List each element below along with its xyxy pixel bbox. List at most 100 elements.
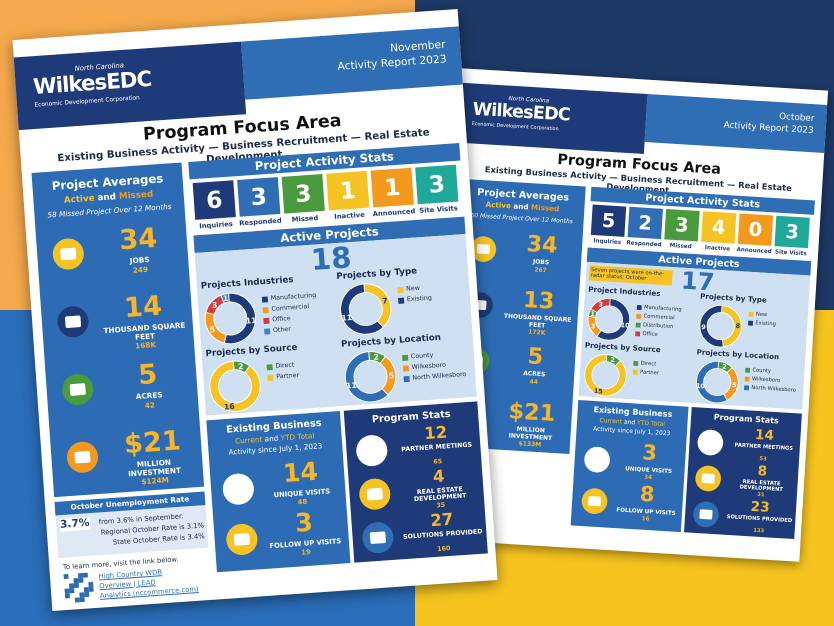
segment-label: 2	[722, 363, 727, 371]
icon	[359, 478, 391, 510]
stat-label: Missed	[669, 242, 692, 250]
stat-tile: 1	[326, 170, 370, 211]
donut-segment	[584, 354, 627, 397]
icon-detail	[703, 437, 717, 448]
stat-tile: 3	[664, 209, 700, 242]
legend-swatch	[261, 296, 269, 303]
icon	[356, 435, 388, 467]
donut-segment	[696, 360, 728, 404]
average-value: $21	[507, 397, 557, 427]
november-report: North Carolina WilkesEDC Economic Developm…	[12, 8, 498, 612]
segment-label: 15	[594, 387, 603, 396]
existing-value: 3	[641, 440, 658, 466]
icon	[66, 441, 99, 473]
donut-chart: 2 16	[209, 360, 261, 412]
legend-swatch	[744, 385, 750, 391]
and-word: and	[513, 202, 529, 212]
average-value: 13	[522, 286, 556, 315]
icon	[695, 465, 721, 492]
existing-value: 14	[281, 457, 319, 489]
stat-tile: 6	[192, 180, 236, 220]
segment-label: 9	[701, 323, 706, 331]
legend-swatch	[748, 311, 754, 317]
legend-swatch	[745, 367, 751, 373]
icon	[581, 488, 608, 514]
report-month: October	[778, 110, 815, 124]
stat-tile: 5	[590, 204, 627, 237]
legend-label: Office	[642, 330, 658, 338]
donut-chart: 89	[699, 304, 742, 348]
segment-label: 5	[388, 371, 394, 380]
legend-swatch	[402, 365, 410, 372]
icon-detail	[699, 509, 713, 520]
stat-label: Inquiries	[198, 220, 234, 231]
stat-tile: 1	[370, 167, 414, 208]
october-report: North Carolina WilkesEDC Economic Developm…	[431, 68, 829, 562]
average-value: 34	[525, 230, 559, 259]
stat-label: Inactive	[704, 244, 731, 253]
segment-label: 2	[238, 362, 244, 371]
icon-detail	[74, 451, 91, 464]
segment-label: 16	[224, 402, 235, 412]
qr-cell	[69, 588, 75, 594]
existing-value: 3	[294, 508, 314, 539]
icon	[584, 446, 610, 473]
icon-detail	[60, 247, 77, 261]
icon-detail	[233, 533, 250, 546]
icon-detail	[369, 531, 386, 544]
segment-label: 1	[223, 294, 229, 303]
legend-swatch	[747, 320, 754, 326]
stat-label: Site Visits	[774, 248, 807, 257]
qr-cell	[73, 578, 79, 584]
legend-swatch	[262, 307, 269, 314]
average-value: 14	[122, 289, 163, 324]
donut-segment	[220, 292, 230, 304]
legend-swatch	[263, 317, 270, 324]
icon	[226, 523, 258, 555]
legend-swatch	[403, 376, 410, 383]
legend-swatch	[402, 354, 409, 361]
icon-detail	[366, 487, 383, 501]
icon-detail	[701, 473, 715, 484]
ytd-word: YTD Total	[280, 431, 315, 443]
segment-label: 10	[620, 321, 630, 330]
stat-label: Responded	[626, 239, 662, 248]
ytd-word: YTD Total	[636, 418, 666, 428]
legend-swatch	[398, 297, 405, 304]
and-word: and	[623, 418, 636, 426]
stat-tile: 2	[627, 206, 663, 240]
donut-segment	[340, 283, 384, 335]
icon-detail	[590, 454, 604, 465]
stat-label: Inactive	[334, 210, 366, 221]
segment-label: 5	[209, 325, 215, 334]
segment-label: 11	[346, 381, 357, 391]
legend-label: Partner	[639, 368, 660, 377]
donut-chart: 2 5 10	[696, 360, 739, 404]
stat-tile: 4	[701, 211, 737, 244]
active-word: Active	[63, 193, 95, 206]
stat-label: Missed	[291, 214, 319, 224]
stat-label: Announced	[372, 207, 416, 219]
qr-cell	[79, 597, 85, 603]
legend-swatch	[636, 305, 642, 311]
legend-label: New	[755, 310, 768, 318]
icon	[362, 522, 394, 554]
segment-label: 2	[373, 352, 379, 361]
stat-tile: 3	[774, 215, 810, 249]
qr-cell	[73, 582, 79, 589]
qr-code	[63, 572, 94, 603]
legend-swatch	[397, 287, 404, 294]
qr-cell	[63, 573, 69, 580]
qr-cell	[74, 597, 80, 603]
legend-label: Office	[271, 314, 291, 324]
legend-label: Direct	[640, 359, 657, 368]
existing-value: 8	[639, 482, 656, 508]
segment-label: 10	[696, 382, 706, 391]
segment-label: 5	[732, 381, 737, 389]
average-value: 5	[137, 357, 159, 392]
current-word: Current	[234, 434, 263, 446]
donut-chart: 7 11	[340, 283, 392, 335]
donut-chart: 2 5 11	[344, 351, 397, 403]
stat-tile: 3	[237, 177, 281, 217]
